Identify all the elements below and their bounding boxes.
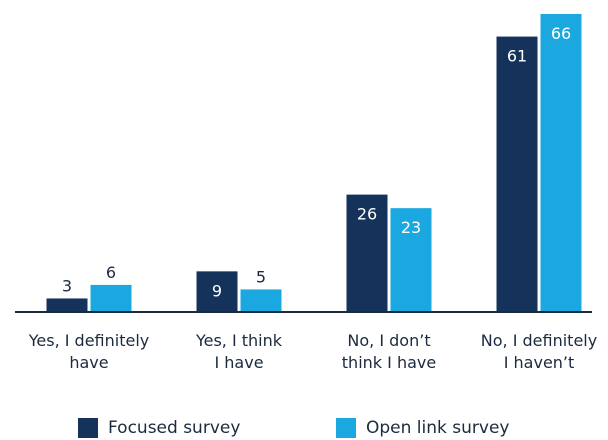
value-label-focused-0: 3	[62, 276, 72, 295]
category-labels-layer: Yes, I definitely have Yes, I think I have N…	[28, 331, 597, 372]
value-labels-layer: 3 9 26 61 6 5 23 66	[62, 24, 571, 300]
bar-focused-2	[346, 194, 388, 312]
legend-item-focused-survey: Focused survey	[78, 418, 240, 438]
bar-open-link-0	[90, 284, 132, 312]
category-label-1-line-0: Yes, I think	[195, 331, 283, 350]
legend-swatch-open-link	[336, 418, 356, 438]
legend-swatch-focused	[78, 418, 98, 438]
category-label-3-line-0: No, I definitely	[481, 331, 597, 350]
legend-item-open-link-survey: Open link survey	[336, 418, 509, 438]
value-label-open-link-3: 66	[551, 24, 571, 43]
category-label-2-line-1: think I have	[342, 353, 436, 372]
value-label-focused-1: 9	[212, 281, 222, 300]
bar-focused-3	[496, 36, 538, 313]
category-label-2-line-0: No, I don’t	[347, 331, 430, 350]
category-label-0-line-1: have	[69, 353, 108, 372]
value-label-focused-3: 61	[507, 47, 527, 66]
category-label-2: No, I don’t think I have	[342, 331, 436, 372]
category-label-3-line-1: I haven’t	[504, 353, 575, 372]
category-label-1-line-1: I have	[214, 353, 263, 372]
category-label-3: No, I definitely I haven’t	[481, 331, 597, 372]
category-label-1: Yes, I think I have	[195, 331, 283, 372]
bar-open-link-3	[540, 14, 582, 312]
legend-label-focused: Focused survey	[108, 418, 241, 438]
value-label-open-link-0: 6	[106, 263, 116, 282]
bar-open-link-2	[390, 208, 432, 312]
legend-label-open-link: Open link survey	[366, 418, 510, 438]
bar-focused-0	[46, 298, 88, 312]
value-label-open-link-1: 5	[256, 267, 266, 286]
category-label-0-line-0: Yes, I definitely	[28, 331, 150, 350]
category-label-0: Yes, I definitely have	[28, 331, 150, 372]
value-label-open-link-2: 23	[401, 218, 421, 237]
bar-open-link-1	[240, 289, 282, 312]
value-label-focused-2: 26	[357, 205, 377, 224]
bars-layer	[46, 14, 582, 313]
bar-focused-1	[196, 271, 238, 312]
legend: Focused survey Open link survey	[0, 418, 608, 440]
